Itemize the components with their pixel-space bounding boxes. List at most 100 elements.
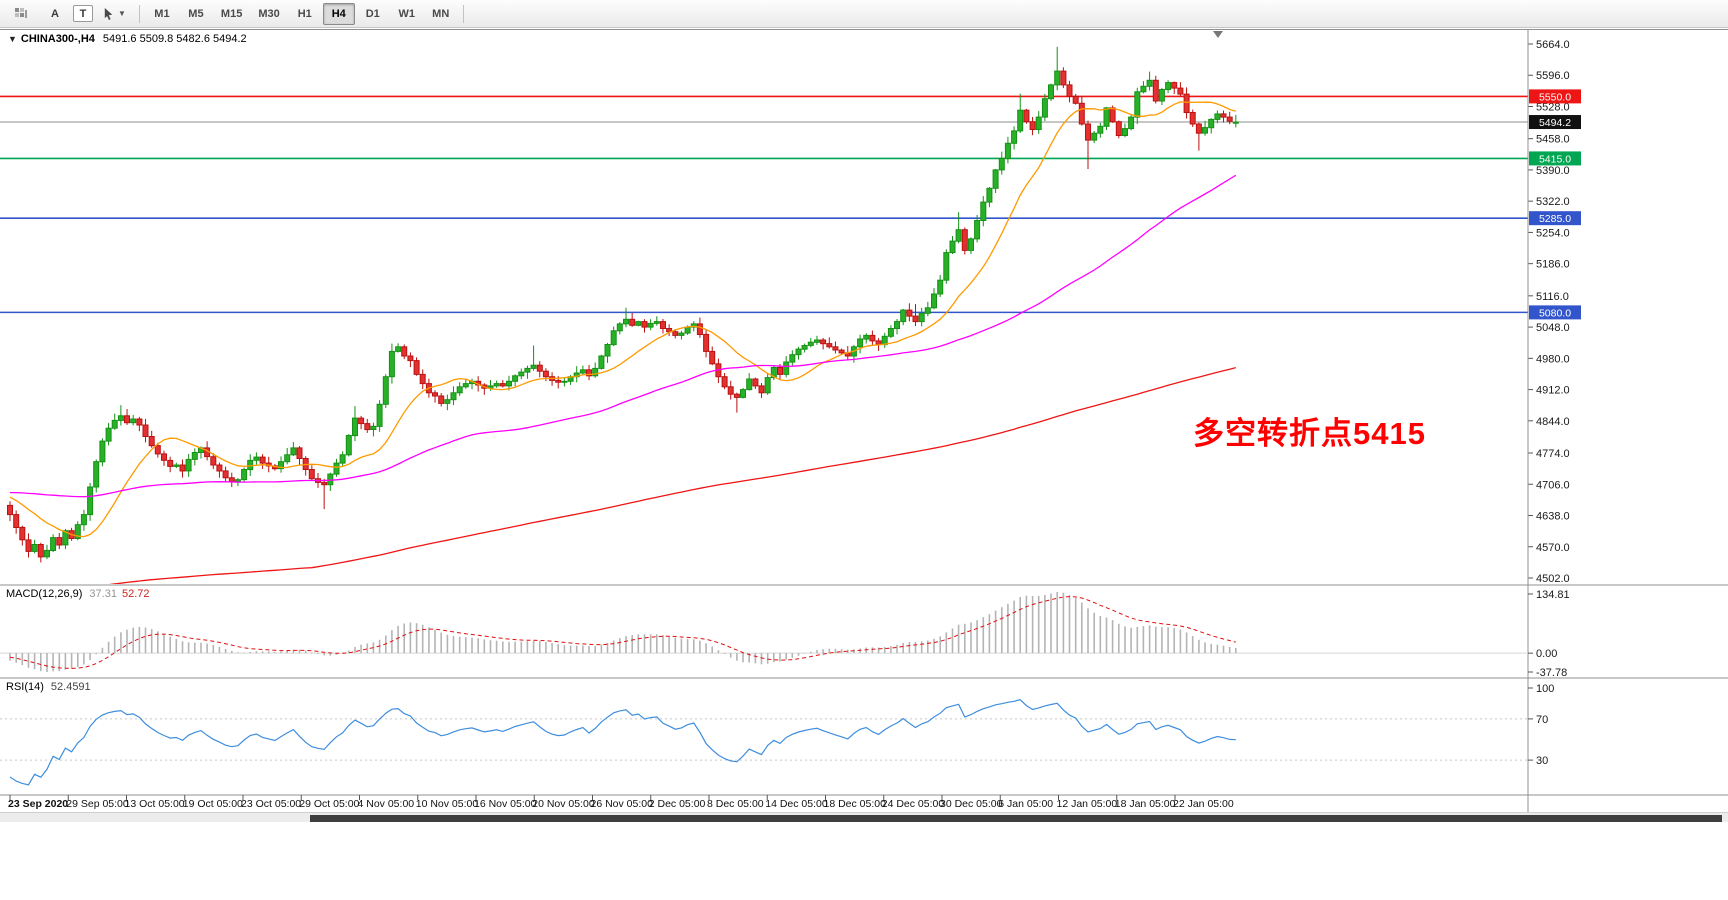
candle bbox=[1177, 82, 1184, 96]
price-axis-label: 4912.0 bbox=[1536, 385, 1570, 397]
candle bbox=[512, 374, 519, 387]
time-axis-label: 23 Oct 05:00 bbox=[241, 798, 302, 810]
candle bbox=[13, 510, 20, 534]
candle bbox=[918, 307, 925, 327]
candle bbox=[161, 450, 167, 466]
timeframe-button-w1[interactable]: W1 bbox=[398, 7, 415, 20]
chart-grid-button[interactable] bbox=[5, 3, 37, 25]
candle bbox=[1097, 122, 1104, 138]
candle bbox=[253, 452, 260, 465]
price-axis-label: 4774.0 bbox=[1536, 448, 1570, 460]
timeframe-button-m15[interactable]: M15 bbox=[220, 7, 243, 20]
candle bbox=[321, 478, 328, 510]
candle bbox=[764, 372, 771, 395]
ma-slow-line bbox=[108, 366, 1236, 584]
timeframe-button-mn[interactable]: MN bbox=[432, 7, 450, 20]
candle bbox=[906, 303, 913, 322]
candle bbox=[887, 325, 894, 339]
candle bbox=[610, 326, 617, 347]
candle bbox=[456, 382, 463, 396]
chart-canvas[interactable]: 5664.0 5596.0 5528.0 5458.0 5390.0 5322.0 5254… bbox=[0, 0, 1728, 832]
chart-shift-marker[interactable] bbox=[1213, 31, 1223, 38]
candle bbox=[740, 388, 746, 399]
candle bbox=[154, 442, 161, 458]
price-axis-label: 5458.0 bbox=[1536, 134, 1570, 146]
candle bbox=[715, 358, 722, 384]
candle bbox=[1214, 110, 1221, 124]
candle bbox=[87, 482, 94, 521]
candle bbox=[419, 369, 426, 390]
candle bbox=[395, 343, 402, 353]
price-badge-label: 5080.0 bbox=[1539, 307, 1571, 319]
candle bbox=[1060, 67, 1067, 89]
macd-axis-label: -37.78 bbox=[1536, 667, 1567, 679]
candle bbox=[998, 151, 1005, 175]
candle bbox=[80, 509, 87, 531]
candle bbox=[339, 451, 346, 466]
candle bbox=[986, 187, 993, 208]
candle bbox=[1220, 110, 1227, 123]
candle bbox=[561, 377, 568, 387]
price-axis-label: 4638.0 bbox=[1536, 511, 1570, 523]
candle bbox=[117, 405, 124, 426]
candle bbox=[795, 346, 802, 360]
candle bbox=[99, 438, 106, 467]
candle bbox=[1171, 81, 1178, 94]
candle bbox=[432, 390, 438, 403]
label-tool-button[interactable]: T bbox=[73, 5, 93, 22]
candle bbox=[247, 454, 254, 476]
candle bbox=[1091, 131, 1098, 144]
candle bbox=[259, 454, 266, 469]
time-axis[interactable]: 23 Sep 2020 29 Sep 05:00 13 Oct 05:00 19 Oc… bbox=[0, 798, 1528, 812]
candle bbox=[1232, 114, 1239, 128]
candle bbox=[1041, 93, 1048, 121]
timeframe-button-h1[interactable]: H1 bbox=[297, 7, 312, 20]
price-axis-label: 5048.0 bbox=[1536, 322, 1570, 334]
candle bbox=[1208, 118, 1215, 134]
candle bbox=[148, 430, 155, 448]
candle bbox=[130, 414, 137, 426]
candle bbox=[616, 322, 623, 335]
candle bbox=[376, 400, 383, 432]
candle bbox=[1066, 80, 1073, 103]
timeframe-button-m30[interactable]: M30 bbox=[258, 7, 280, 20]
scrollbar-thumb[interactable] bbox=[310, 815, 1722, 822]
text-tool-button[interactable]: A bbox=[51, 7, 59, 20]
chevron-down-icon: ▼ bbox=[118, 9, 126, 18]
candle bbox=[210, 453, 217, 470]
cursor-tool-button[interactable]: ▼ bbox=[95, 3, 133, 25]
candle bbox=[727, 380, 734, 400]
candle bbox=[438, 393, 445, 407]
toolbar-separator bbox=[462, 4, 464, 23]
ma-medium-line bbox=[10, 174, 1237, 498]
timeframe-button-m1[interactable]: M1 bbox=[154, 7, 170, 20]
candle bbox=[518, 368, 525, 380]
candle bbox=[56, 532, 63, 550]
candle bbox=[105, 422, 112, 446]
candle bbox=[1134, 87, 1141, 124]
timeframe-button-h4[interactable]: H4 bbox=[322, 2, 355, 25]
candle bbox=[733, 392, 740, 413]
candle bbox=[111, 413, 118, 430]
timeframe-button-m5[interactable]: M5 bbox=[188, 7, 204, 20]
candle bbox=[937, 275, 944, 297]
price-badge bbox=[1529, 305, 1581, 320]
candle bbox=[721, 373, 728, 390]
price-axis-label: 4502.0 bbox=[1536, 573, 1570, 585]
price-axis[interactable]: 5664.0 5596.0 5528.0 5458.0 5390.0 5322.0 5254… bbox=[1528, 39, 1570, 585]
candle bbox=[1226, 111, 1233, 125]
candle bbox=[881, 332, 888, 348]
candle bbox=[912, 304, 919, 327]
candle bbox=[974, 215, 981, 243]
timeframe-button-d1[interactable]: D1 bbox=[365, 7, 380, 20]
candle bbox=[653, 316, 660, 326]
candle bbox=[573, 366, 580, 383]
candle bbox=[832, 341, 839, 354]
toolbar-separator bbox=[138, 4, 140, 23]
candle bbox=[1048, 83, 1054, 101]
candle bbox=[980, 196, 987, 227]
candle bbox=[992, 168, 999, 193]
candle bbox=[641, 319, 648, 333]
candle bbox=[327, 472, 334, 491]
horizontal-scrollbar[interactable] bbox=[0, 812, 1728, 822]
